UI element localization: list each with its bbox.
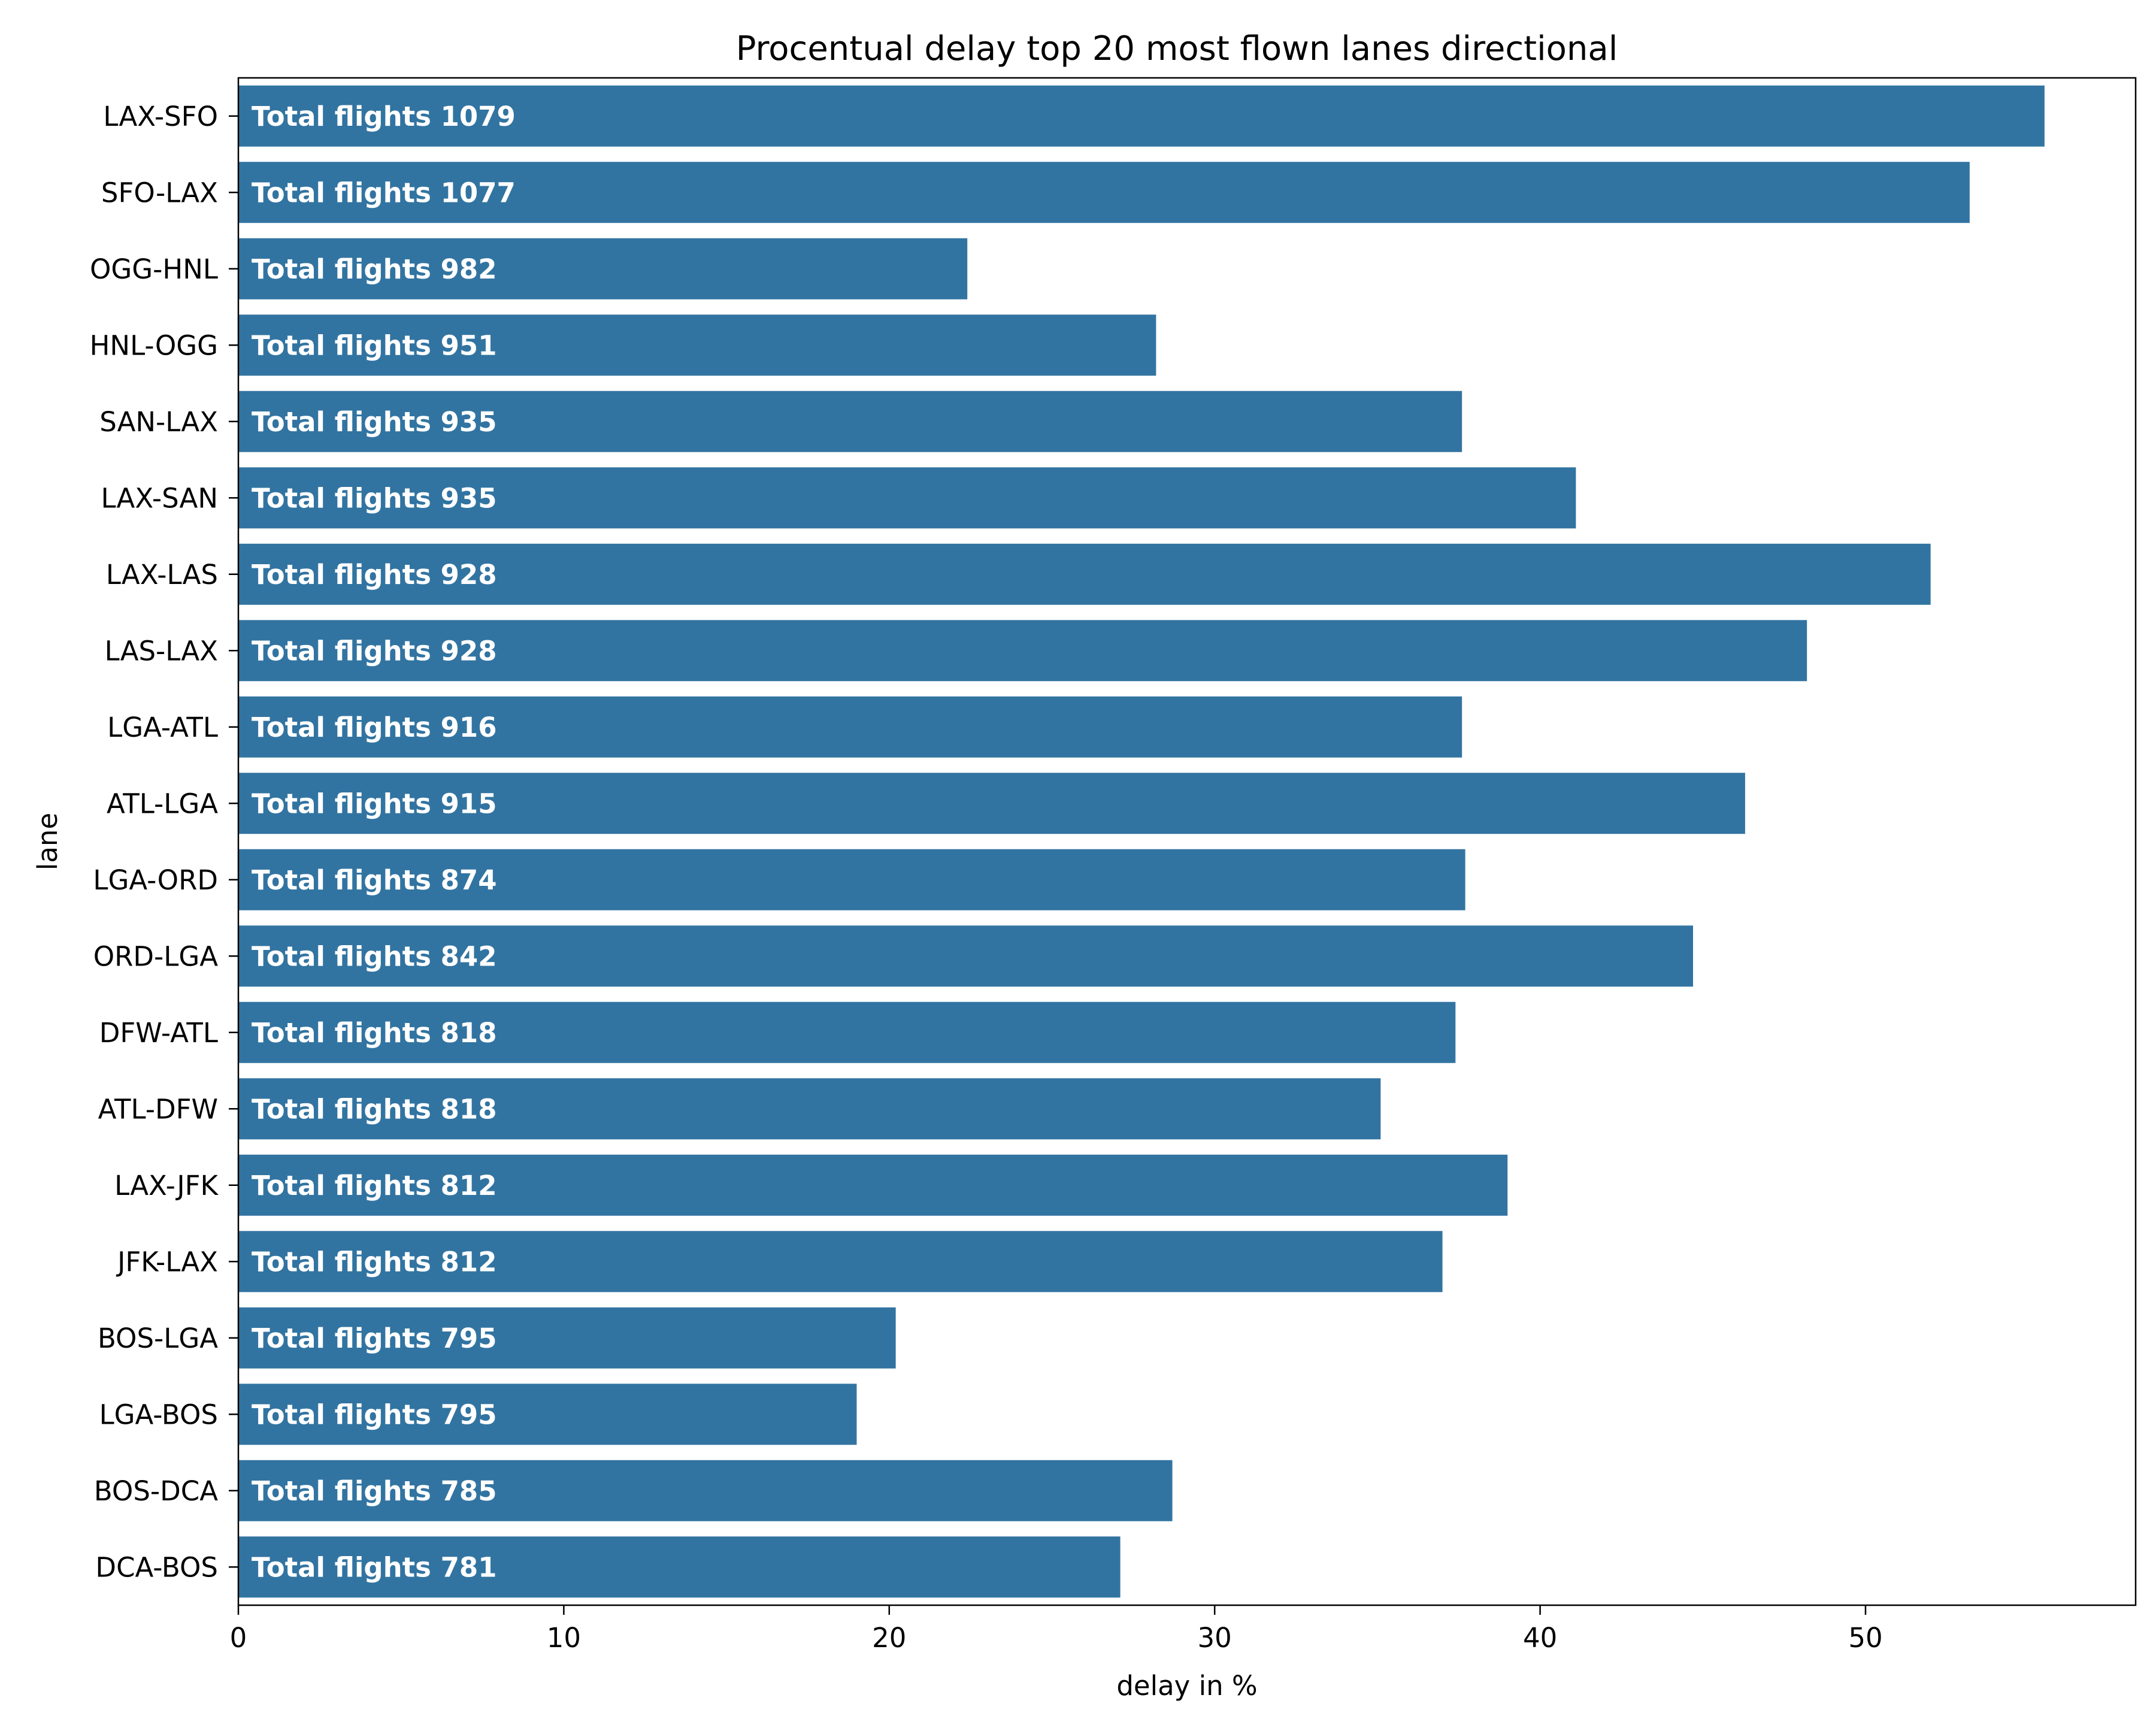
bar-lax-las (238, 543, 1931, 605)
y-tick-label: ORD-LGA (93, 940, 219, 972)
x-tick-label: 20 (872, 1622, 906, 1654)
y-tick-label: DFW-ATL (99, 1017, 218, 1049)
bar-label-lax-sfo: Total flights 1079 (252, 101, 516, 132)
bar-jfk-lax (238, 1231, 1443, 1293)
bar-ord-lga (238, 925, 1693, 987)
y-tick-label: DCA-BOS (95, 1551, 218, 1583)
bar-lax-san (238, 467, 1576, 529)
bar-label-las-lax: Total flights 928 (252, 635, 497, 667)
y-tick-label: LGA-ORD (93, 864, 218, 896)
bar-label-sfo-lax: Total flights 1077 (252, 177, 516, 208)
y-tick-label: BOS-LGA (98, 1322, 218, 1354)
x-axis-label: delay in % (1116, 1670, 1257, 1702)
bar-sfo-lax (238, 162, 1970, 223)
y-tick-label: SAN-LAX (99, 406, 218, 438)
y-tick-label: SFO-LAX (101, 177, 218, 208)
bar-label-jfk-lax: Total flights 812 (252, 1246, 497, 1278)
bar-label-lga-ord: Total flights 874 (252, 864, 497, 896)
bar-label-dfw-atl: Total flights 818 (252, 1017, 497, 1049)
y-tick-label: LAX-SAN (101, 482, 218, 514)
y-tick-label: LAX-SFO (103, 101, 218, 132)
y-axis-ticks: LAX-SFO SFO-LAX OGG-HNL HNL-OGG SAN-LAX LAX-S… (90, 101, 238, 1583)
bar-label-lga-bos: Total flights 795 (252, 1399, 497, 1430)
bar-label-ogg-hnl: Total flights 982 (252, 253, 497, 285)
bar-label-bos-dca: Total flights 785 (252, 1475, 497, 1507)
bar-bos-dca (238, 1460, 1173, 1521)
y-tick-label: LAX-LAS (106, 559, 218, 591)
bar-lax-sfo (238, 85, 2045, 147)
y-tick-label: LAX-JFK (114, 1170, 219, 1202)
bar-atl-dfw (238, 1078, 1381, 1140)
y-tick-label: LAS-LAX (105, 635, 218, 667)
bar-lax-jfk (238, 1154, 1508, 1216)
bar-lga-bos (238, 1384, 857, 1445)
chart-title: Procentual delay top 20 most flown lanes… (736, 29, 1618, 68)
y-tick-label: ATL-DFW (98, 1093, 218, 1125)
x-tick-label: 40 (1523, 1622, 1557, 1654)
x-tick-label: 0 (230, 1622, 247, 1654)
bar-label-lga-atl: Total flights 916 (252, 712, 497, 743)
bar-label-san-lax: Total flights 935 (252, 406, 497, 438)
bar-lga-ord (238, 849, 1465, 910)
bar-label-ord-lga: Total flights 842 (252, 940, 497, 972)
bar-san-lax (238, 391, 1462, 452)
bar-bos-lga (238, 1307, 896, 1369)
bar-ogg-hnl (238, 238, 968, 299)
plot-frame (237, 77, 2137, 1606)
bar-label-dca-bos: Total flights 781 (252, 1551, 497, 1583)
bar-atl-lga (238, 773, 1745, 834)
x-axis-ticks: 0 10 20 30 40 50 (230, 1605, 1883, 1654)
bar-label-bos-lga: Total flights 795 (252, 1322, 497, 1354)
bar-label-hnl-ogg: Total flights 951 (252, 329, 497, 361)
bar-hnl-ogg (238, 314, 1156, 376)
y-tick-label: BOS-DCA (94, 1475, 218, 1507)
x-tick-label: 50 (1848, 1622, 1882, 1654)
x-tick-label: 30 (1198, 1622, 1232, 1654)
y-tick-label: LGA-ATL (107, 712, 218, 743)
bar-dca-bos (238, 1536, 1121, 1598)
bar-label-lax-jfk: Total flights 812 (252, 1170, 497, 1202)
bar-label-atl-dfw: Total flights 818 (252, 1093, 497, 1125)
bar-labels-group: Total flights 1079 Total flights 1077 Tota… (252, 101, 516, 1584)
x-tick-label: 10 (547, 1622, 581, 1654)
y-tick-label: LGA-BOS (99, 1399, 218, 1430)
bar-lga-atl (238, 696, 1462, 758)
y-axis-label: lane (32, 813, 63, 870)
y-tick-label: JFK-LAX (116, 1246, 218, 1278)
y-tick-label: OGG-HNL (90, 253, 218, 285)
bar-las-lax (238, 620, 1807, 682)
y-tick-label: HNL-OGG (90, 329, 218, 361)
bar-label-lax-las: Total flights 928 (252, 559, 497, 591)
bar-label-atl-lga: Total flights 915 (252, 788, 497, 819)
bar-label-lax-san: Total flights 935 (252, 482, 497, 514)
bar-dfw-atl (238, 1001, 1456, 1063)
bars-group (238, 85, 2045, 1598)
y-tick-label: ATL-LGA (107, 788, 218, 819)
